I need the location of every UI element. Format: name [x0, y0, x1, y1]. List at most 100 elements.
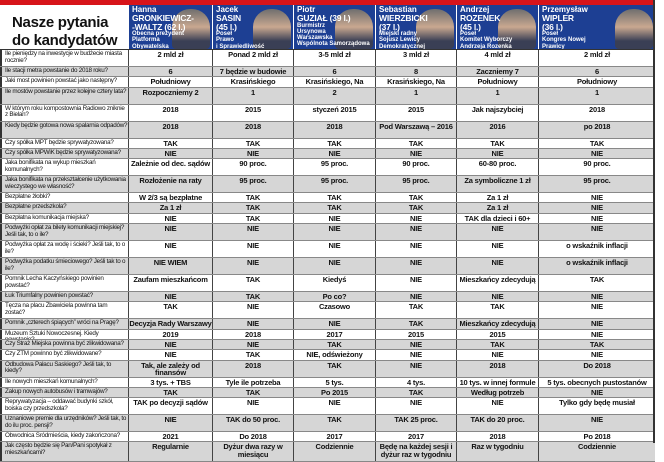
answer-cell: NIE [375, 339, 456, 350]
question-label: Muzeum Sztuki Nowoczesnej. Kiedy powstan… [0, 329, 128, 339]
answer-cell: 2018 [538, 104, 655, 121]
answer-cell: styczeń 2015 [293, 104, 375, 121]
answer-cell: 2018 [212, 329, 293, 339]
answer-cell: Decyzja Rady Warszawy [128, 319, 212, 329]
question-label: Czy ZTM powinno być zlikwidowane? [0, 350, 128, 360]
candidate-header: Jacek SASIN (45 l.) Poseł Prawo i Sprawiedliw… [212, 5, 293, 49]
candidate-first-name: Jacek [216, 5, 239, 14]
candidate-headers: Hanna GRONKIEWICZ- -WALTZ (62 l.) Obecna pr… [128, 5, 655, 49]
answer-cell: Jak najszybciej [456, 104, 538, 121]
candidate-surname: (37 l.) [379, 21, 400, 32]
answer-cell: NIE [293, 148, 375, 159]
answer-cell: NIE [456, 398, 538, 415]
answer-cell: NIE [538, 193, 655, 203]
answer-cell: Południowy [456, 77, 538, 87]
answer-cell: NIE [538, 203, 655, 213]
answer-cell: 4 tys. [375, 377, 456, 387]
answer-cell: Codziennie [293, 442, 375, 462]
answer-cell: NIE [456, 258, 538, 275]
answer-cell: 95 proc. [293, 176, 375, 193]
answer-cell: TAK [212, 387, 293, 398]
answer-cell: 95 proc. [212, 176, 293, 193]
answer-cell: NIE [128, 241, 212, 258]
answer-cell: 2017 [375, 432, 456, 442]
question-label: Bezpłatne przedszkola? [0, 203, 128, 213]
answer-cell: 1 [212, 87, 293, 104]
answer-cell: NIE [212, 398, 293, 415]
question-label: Czy Straż Miejska powinna być zlikwidowa… [0, 339, 128, 350]
question-label: Czy spółka MPWiK będzie sprywatyzowana? [0, 148, 128, 159]
answer-cell: 95 proc. [375, 176, 456, 193]
table-row: Jaki most powinien powstać jako następny… [0, 77, 655, 88]
answer-cell: TAK [538, 138, 655, 148]
answer-cell: NIE, odświeżony [293, 350, 375, 360]
answer-cell: 2 mld zł [128, 50, 212, 66]
answer-cell: Południowy [128, 77, 212, 87]
answer-cell: TAK [128, 302, 212, 319]
answer-cell: TAK [375, 302, 456, 319]
question-label: Zakup nowych autobusów i tramwajów? [0, 387, 128, 398]
answer-cell: 2018 [293, 121, 375, 138]
candidate-header: Andrzej ROZENEK (45 l.) Poseł Komitet Wyborc… [456, 5, 538, 49]
answer-cell: NIE [293, 241, 375, 258]
answer-cell: Do 2018 [212, 432, 293, 442]
question-label: Odbudowa Pałacu Saskiego? Jeśli tak, to … [0, 360, 128, 377]
candidate-role: Obecna prezydent [132, 31, 185, 37]
answer-cell: Do 2018 [538, 360, 655, 377]
candidate-first-name: Hanna [132, 5, 157, 14]
answer-cell: TAK [293, 138, 375, 148]
candidate-role: Wspólnota Samorządowa [297, 41, 370, 48]
question-label: Pomnik Lecha Kaczyńskiego powinien powst… [0, 275, 128, 292]
answer-cell: 1 [456, 87, 538, 104]
answer-cell: Regularnie [128, 442, 212, 462]
answer-cell: NIE [293, 319, 375, 329]
table-header: Nasze pytania do kandydatów Hanna GRONKIE… [0, 5, 655, 49]
candidate-header: Piotr GUZIAŁ (39 l.) Burmistrz Ursynowa Wars… [293, 5, 375, 49]
question-label: Jak często będzie się Pan/Pani spotykał … [0, 442, 128, 462]
answer-cell: NIE [293, 224, 375, 241]
answer-cell: NIE [212, 339, 293, 350]
answer-cell: Tylko gdy będę musiał [538, 398, 655, 415]
question-label: Podwyżki opłat za bilety komunikacji mie… [0, 224, 128, 241]
candidate-role: Komitet Wyborczy [460, 37, 513, 44]
answer-cell: Tyle ile potrzeba [212, 377, 293, 387]
table-row: Czy Straż Miejska powinna być zlikwidowa… [0, 339, 655, 351]
answer-cell: NIE [128, 292, 212, 302]
candidate-photo [615, 9, 653, 49]
candidate-surname: WIPLER [542, 13, 574, 23]
answer-cell: TAK [456, 138, 538, 148]
candidate-first-name: Przemysław [542, 5, 588, 14]
table-row: Obwodnica Śródmieścia, kiedy zakończona?… [0, 432, 655, 443]
answer-cell: 5 tys. obecnych pustostanów [538, 377, 655, 387]
answer-cell: Mieszkańcy zdecydują [456, 319, 538, 329]
candidate-role: Demokratycznej [379, 43, 426, 49]
candidate-first-name: Sebastian [379, 5, 417, 14]
answer-cell: Mieszkańcy zdecydują [456, 275, 538, 292]
candidate-role: Ursynowa [297, 28, 326, 35]
answer-cell: 1 [375, 87, 456, 104]
candidate-surname: (36 l.) [542, 21, 563, 32]
question-label: Ile stacji metra powstanie do 2018 roku? [0, 67, 128, 77]
answer-cell: NIE [456, 241, 538, 258]
candidate-surname: GRONKIEWICZ- [132, 13, 194, 23]
answer-cell: Codziennie [538, 442, 655, 462]
answer-cell: NIE [456, 148, 538, 159]
candidate-header: Sebastian WIERZBICKI (37 l.) Miejski radny S… [375, 5, 456, 49]
answer-cell: 10 tys. w innej formule [456, 377, 538, 387]
candidate-role: Poseł [460, 31, 477, 37]
candidate-header: Hanna GRONKIEWICZ- -WALTZ (62 l.) Obecna pr… [128, 5, 212, 49]
table-row: Czy ZTM powinno być zlikwidowane? NIE TAK N… [0, 350, 655, 361]
top-accent-bar [0, 0, 664, 5]
table-row: Jak często będzie się Pan/Pani spotykał … [0, 442, 655, 462]
answer-cell: NIE [538, 213, 655, 224]
candidate-role: Miejski radny [379, 31, 418, 37]
answer-cell: TAK [375, 138, 456, 148]
answer-cell: NIE [538, 148, 655, 159]
answer-cell: Po co? [293, 292, 375, 302]
candidate-surname: ROZENEK [460, 13, 501, 23]
right-margin [653, 0, 664, 443]
answer-cell: Za symboliczne 1 zł [456, 176, 538, 193]
candidate-photo [498, 9, 536, 49]
answer-cell: Pod Warszawą – 2016 [375, 121, 456, 138]
answer-cell: NIE [538, 329, 655, 339]
